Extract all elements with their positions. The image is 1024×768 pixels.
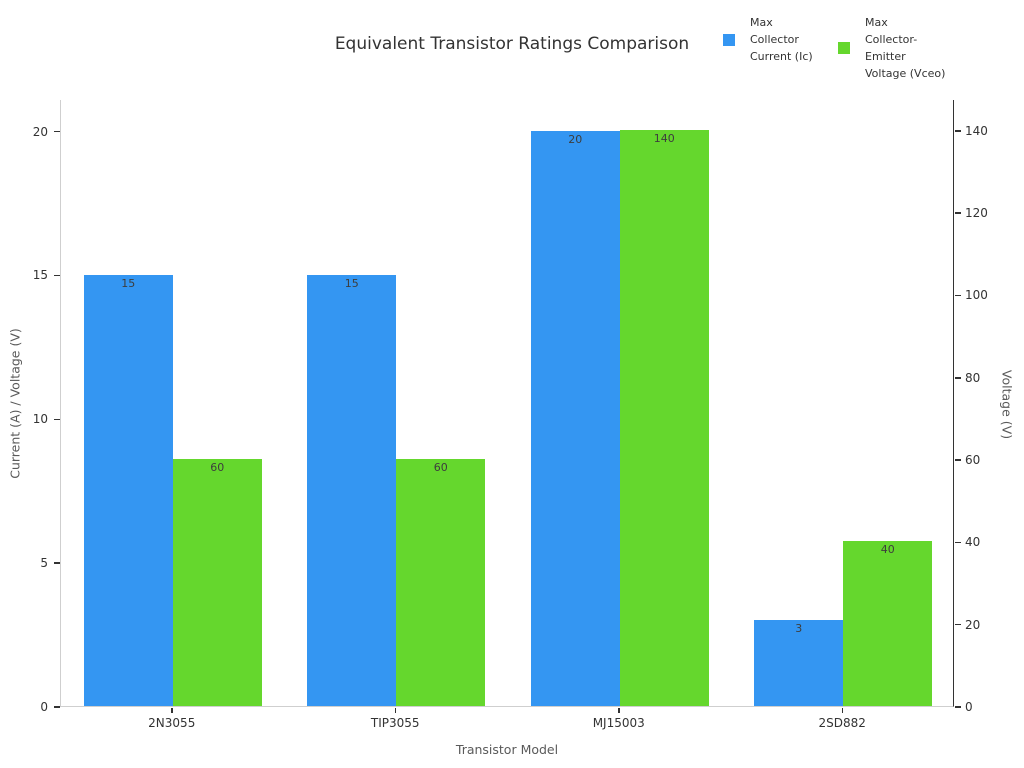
- y-tick-label-right: 60: [965, 453, 981, 468]
- y-axis-label-right: Voltage (V): [999, 369, 1015, 440]
- legend-label-collector-emitter-voltage: Max Collector- Emitter Voltage (Vceo): [865, 16, 946, 80]
- bar-value-label: 60: [433, 461, 448, 475]
- x-tick-label-2N3055: 2N3055: [148, 716, 196, 730]
- chart-title: Equivalent Transistor Ratings Comparison: [334, 34, 690, 54]
- legend-swatch-green-icon: [838, 42, 850, 54]
- bar-value-label: 40: [880, 543, 895, 557]
- y-tick-mark-right: [955, 377, 961, 379]
- bar-vceo-MJ15003: 140: [619, 129, 709, 706]
- x-tick-label-2SD882: 2SD882: [818, 716, 866, 730]
- bar-ic-TIP3055: 15: [307, 274, 397, 706]
- y-tick-mark-right: [955, 212, 961, 214]
- bar-value-label: 3: [795, 621, 803, 635]
- x-tick-label-TIP3055: TIP3055: [370, 716, 420, 730]
- legend-item-collector-emitter-voltage: Max Collector- Emitter Voltage (Vceo): [838, 14, 945, 82]
- bar-vceo-TIP3055: 60: [396, 459, 486, 706]
- plot-area: 15 60 15 60 20 140 3 40: [60, 100, 954, 707]
- y-tick-mark-left: [54, 706, 60, 708]
- bar-value-label: 15: [344, 276, 359, 290]
- y-tick-mark-right: [955, 706, 961, 708]
- y-tick-label-right: 140: [965, 123, 988, 138]
- legend-item-collector-current: Max Collector Current (Ic): [723, 14, 813, 65]
- bar-value-label: 15: [121, 276, 136, 290]
- y-tick-mark-left: [54, 274, 60, 277]
- y-tick-label-left: 10: [32, 412, 48, 427]
- legend-label-collector-current: Max Collector Current (Ic): [750, 16, 813, 63]
- y-tick-mark-right: [955, 459, 961, 461]
- x-tick-mark: [171, 708, 173, 713]
- y-tick-label-left: 5: [40, 556, 48, 571]
- x-tick-label-MJ15003: MJ15003: [592, 716, 645, 730]
- bar-ic-2N3055: 15: [83, 274, 173, 706]
- legend-swatch-blue-icon: [723, 33, 735, 46]
- x-tick-mark: [841, 708, 843, 713]
- bar-value-label: 60: [210, 461, 225, 475]
- bar-ic-2SD882: 3: [754, 619, 844, 706]
- y-tick-mark-right: [955, 541, 961, 544]
- y-tick-mark-right: [955, 130, 961, 132]
- bar-vceo-2N3055: 60: [172, 459, 262, 706]
- y-tick-mark-left: [54, 130, 60, 133]
- bar-ic-MJ15003: 20: [530, 130, 620, 706]
- bar-value-label: 140: [653, 131, 675, 145]
- y-tick-label-left: 15: [32, 268, 48, 283]
- y-tick-label-right: 100: [965, 288, 988, 303]
- y-tick-label-right: 20: [965, 617, 981, 632]
- y-tick-label-left: 0: [40, 700, 48, 714]
- y-tick-mark-right: [955, 294, 961, 297]
- bar-value-label: 20: [568, 132, 583, 146]
- y-tick-label-left: 20: [32, 124, 48, 139]
- y-tick-label-right: 80: [965, 370, 981, 385]
- y-axis-label-left: Current (A) / Voltage (V): [7, 328, 23, 479]
- bar-vceo-2SD882: 40: [843, 541, 933, 706]
- y-tick-label-right: 0: [965, 700, 973, 714]
- x-tick-mark: [618, 708, 620, 713]
- x-axis-label: Transistor Model: [455, 742, 559, 757]
- x-tick-mark: [394, 708, 396, 713]
- y-tick-mark-left: [54, 562, 60, 564]
- y-tick-label-right: 120: [965, 206, 988, 221]
- y-tick-label-right: 40: [965, 535, 981, 550]
- y-tick-mark-left: [54, 418, 60, 421]
- y-tick-mark-right: [955, 623, 961, 626]
